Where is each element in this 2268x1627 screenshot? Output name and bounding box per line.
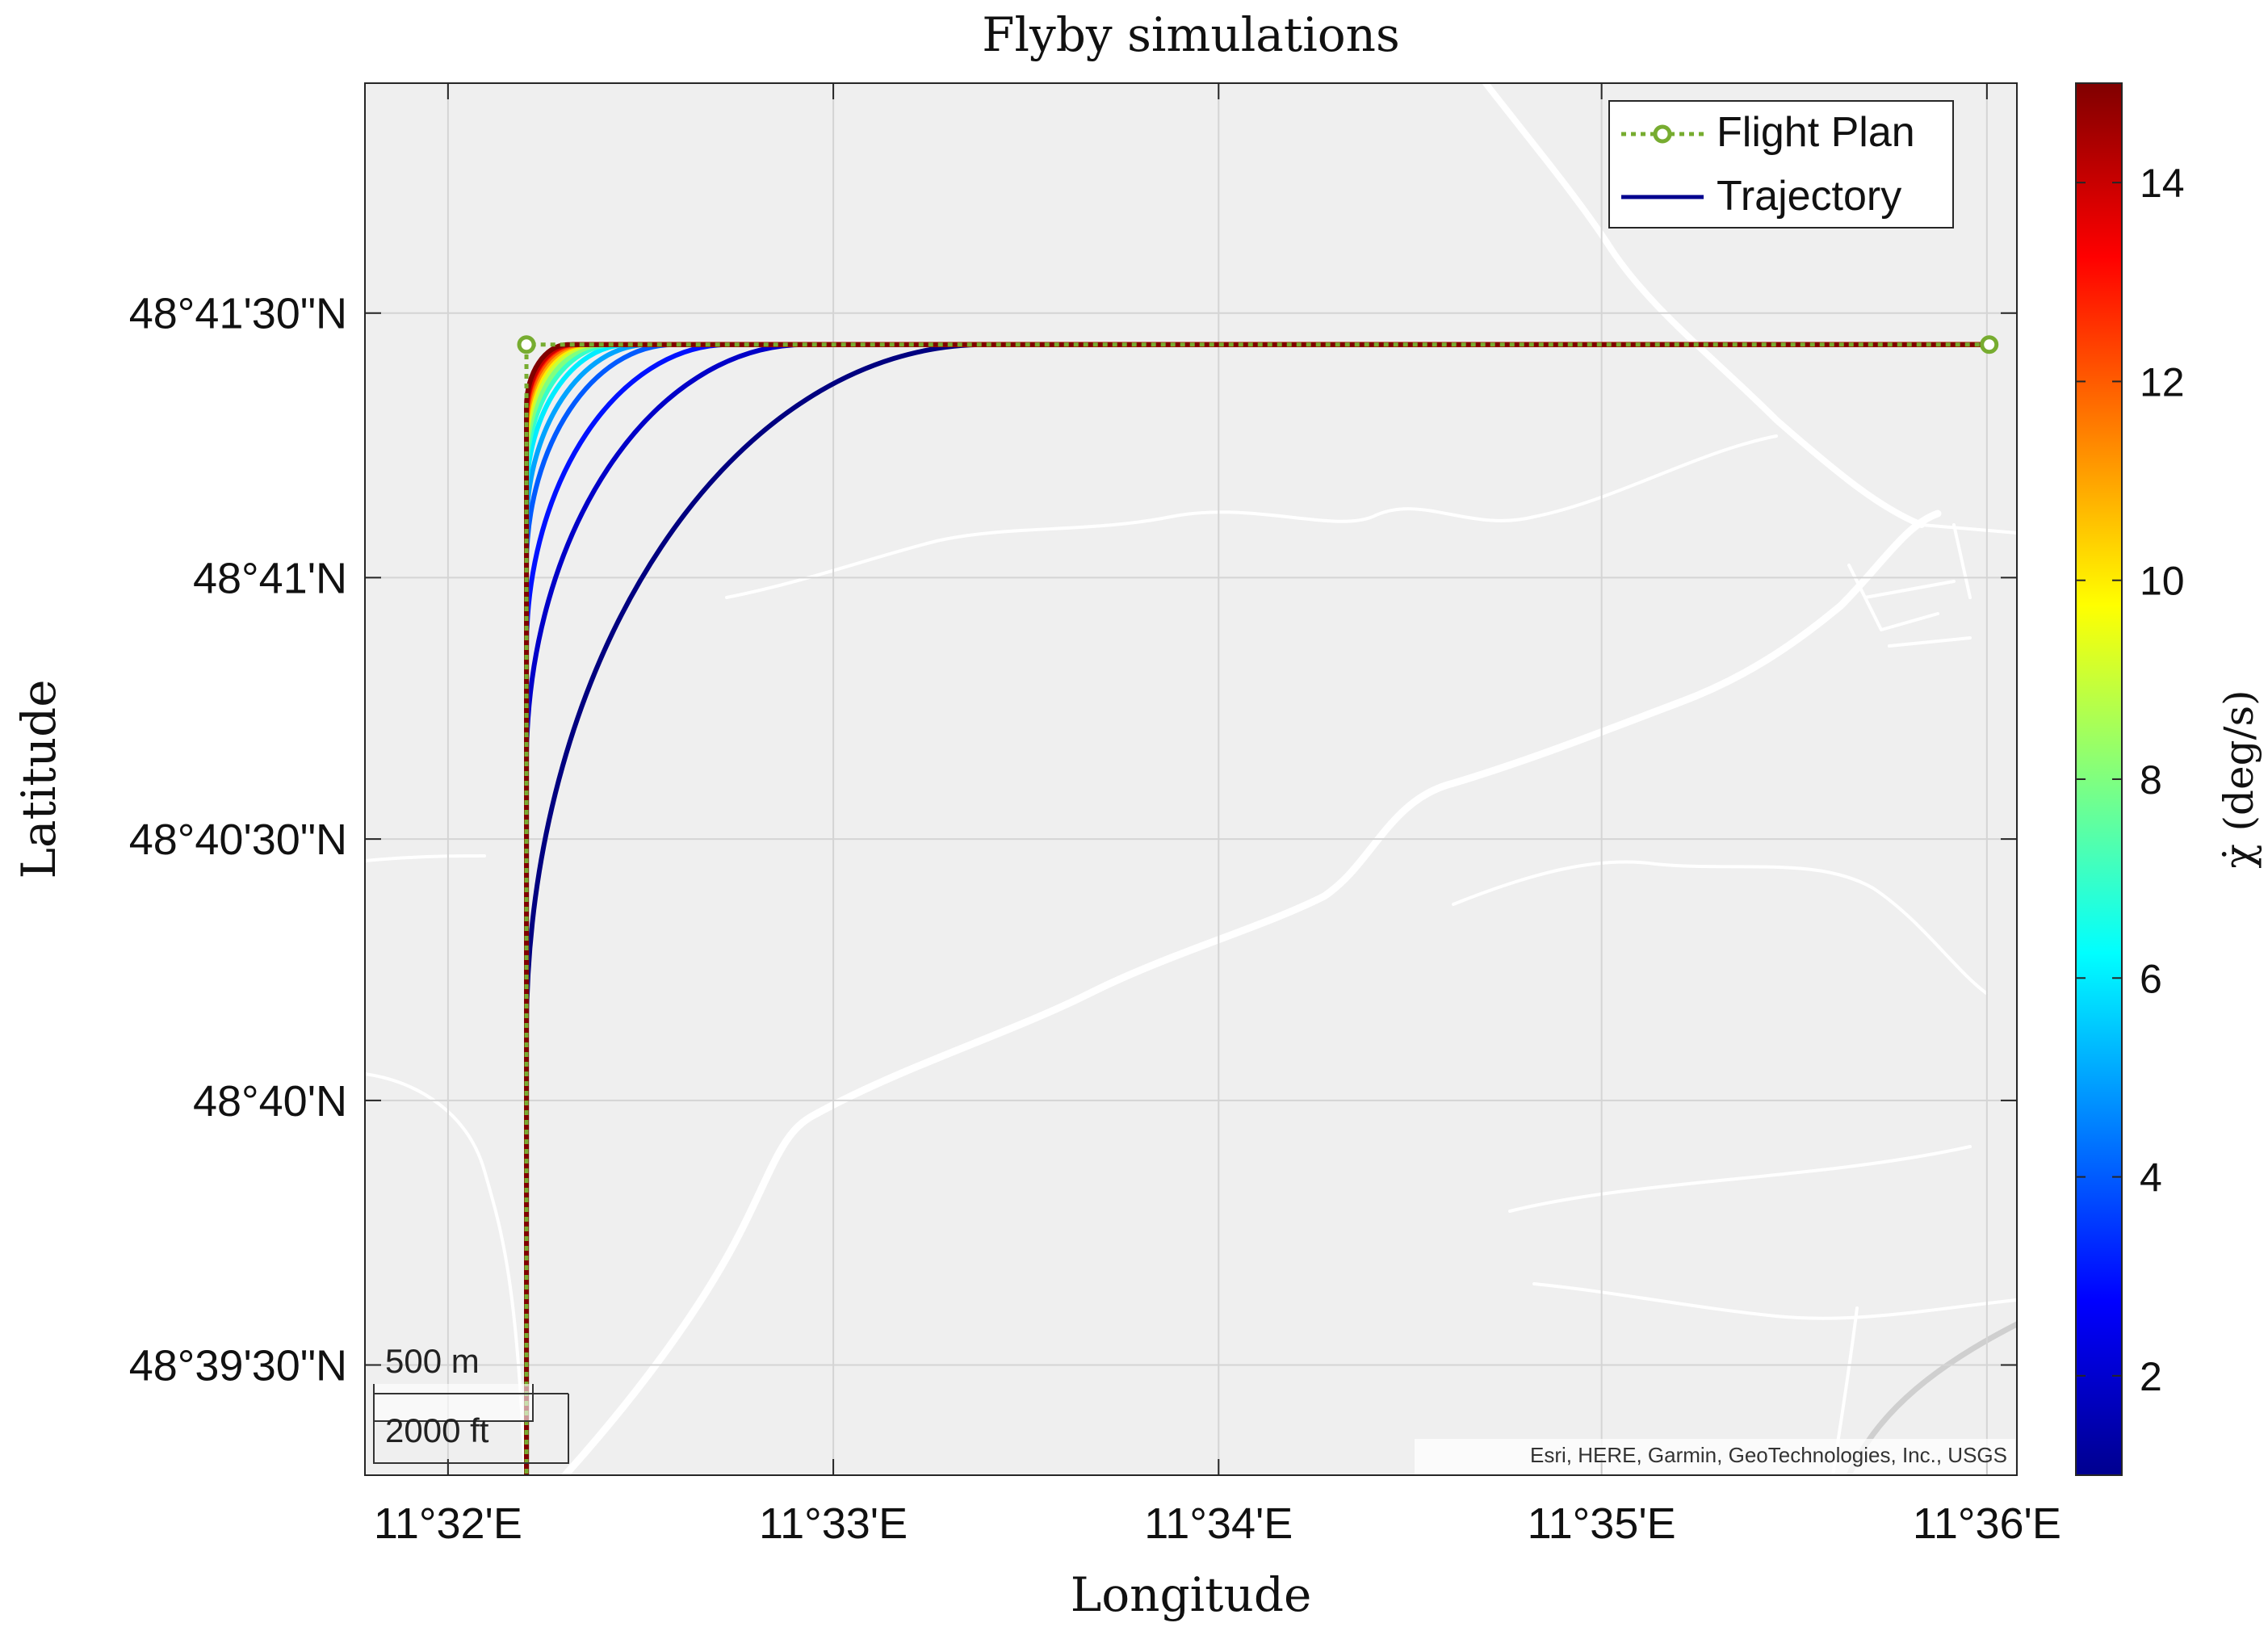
x-tick-label: 11°34'E: [1144, 1499, 1293, 1548]
x-tick-label: 11°35'E: [1528, 1499, 1676, 1548]
flight-plan-line: [524, 342, 1989, 1475]
colorbar-tick-label: 12: [2140, 359, 2185, 405]
legend: Flight Plan Trajectory: [1608, 100, 1954, 229]
colorbar-tick-label: 6: [2140, 956, 2162, 1001]
scale-bar-imperial-frame: [373, 1394, 569, 1464]
colorbar-tick-label: 14: [2140, 161, 2185, 206]
legend-flight-plan-label: Flight Plan: [1717, 109, 1915, 156]
road-west: [365, 854, 526, 1475]
map-background: [365, 83, 2017, 1475]
y-tick-label: 48°41'30"N: [129, 290, 347, 338]
colorbar-ticks: 2 4 6 8 10 12 14: [2076, 161, 2185, 1399]
y-axis-label: Latitude: [11, 679, 66, 878]
map-roads: [365, 83, 2017, 1475]
road-secondary: [725, 434, 1778, 599]
grid-lines: [365, 83, 2017, 1475]
colorbar-tick-label: 8: [2140, 757, 2162, 803]
plot-area: [364, 82, 2018, 1476]
attribution-text: Esri, HERE, Garmin, GeoTechnologies, Inc…: [1530, 1443, 2007, 1467]
scale-bar-imperial-label: 2000 ft: [385, 1411, 489, 1449]
y-tick-label: 48°41'N: [193, 554, 347, 602]
legend-box: [1608, 100, 1954, 229]
flight-plan-waypoint: [517, 335, 536, 354]
y-tick-label: 48°39'30"N: [129, 1341, 347, 1390]
colorbar: 2 4 6 8 10 12 14 χ̇ (deg/s): [2075, 82, 2262, 1476]
trajectory-line: [524, 342, 1989, 1475]
flight-plan-waypoint: [1980, 335, 1999, 354]
chart-title: Flyby simulations: [982, 7, 1400, 62]
trajectory-series: [524, 342, 1989, 1475]
colorbar-tick-label: 10: [2140, 559, 2185, 604]
trajectory-line: [524, 342, 1989, 1475]
y-tick-label: 48°40'N: [193, 1077, 347, 1126]
y-tick-labels: 48°39'30"N 48°40'N 48°40'30"N 48°41'N 48°41'…: [129, 290, 347, 1390]
legend-trajectory-label: Trajectory: [1717, 173, 1901, 220]
trajectory-line: [524, 342, 1989, 1475]
x-tick-label: 11°36'E: [1913, 1499, 2061, 1548]
road-town: [1847, 523, 2017, 648]
road-main: [561, 509, 1942, 1475]
colorbar-tick-label: 4: [2140, 1155, 2162, 1201]
scale-bar: 500 m 2000 ft: [373, 1342, 569, 1464]
scale-bar-metric-label: 500 m: [385, 1342, 480, 1380]
x-tick-label: 11°32'E: [374, 1499, 522, 1548]
x-axis-label: Longitude: [1071, 1567, 1312, 1622]
plot-border: [364, 82, 2018, 1476]
y-tick-label: 48°40'30"N: [129, 816, 347, 864]
flight-plan-series: [517, 335, 1999, 1475]
x-tick-labels: 11°32'E 11°33'E 11°34'E 11°35'E 11°36'E: [374, 1499, 2061, 1548]
road-secondary-2: [1452, 860, 1988, 995]
x-tick-label: 11°33'E: [759, 1499, 908, 1548]
attribution-background: [1415, 1439, 2015, 1474]
legend-flight-plan-marker: [1653, 124, 1672, 144]
colorbar-label: χ̇ (deg/s): [2216, 690, 2262, 868]
road-north: [1482, 83, 1925, 528]
colorbar-tick-label: 2: [2140, 1354, 2162, 1399]
